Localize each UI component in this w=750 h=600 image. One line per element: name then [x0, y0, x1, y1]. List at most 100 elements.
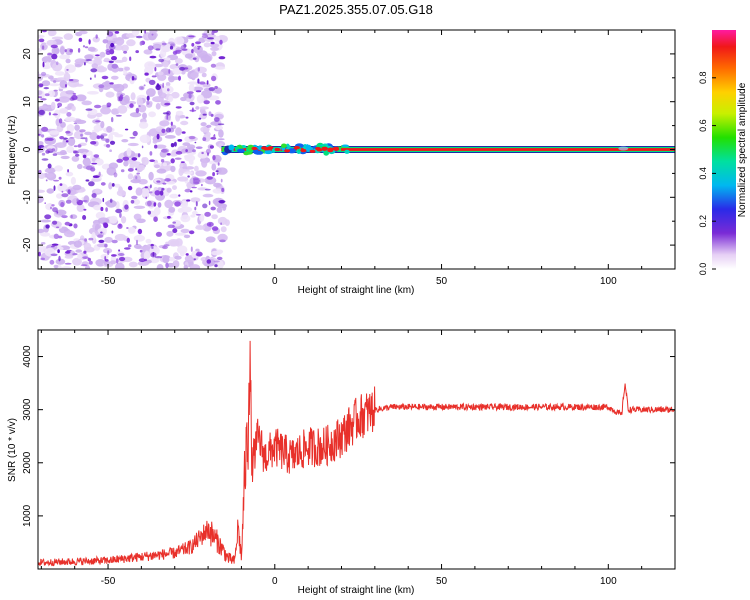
noise-blob	[114, 183, 121, 188]
noise-blob	[191, 186, 197, 189]
noise-blob	[49, 259, 55, 265]
noise-blob	[92, 36, 100, 43]
noise-blob	[76, 198, 79, 202]
noise-blob	[100, 254, 109, 260]
noise-blob	[204, 211, 211, 217]
noise-blob	[73, 240, 83, 248]
noise-blob	[183, 154, 193, 159]
spectrogram-y-tick-label: -10	[22, 190, 33, 205]
noise-blob	[72, 257, 82, 266]
noise-blob	[198, 37, 206, 43]
noise-blob	[73, 151, 79, 154]
noise-blob	[167, 215, 171, 219]
noise-blob	[102, 197, 105, 203]
noise-blob	[185, 149, 188, 153]
noise-blob	[60, 121, 66, 128]
noise-blob	[55, 226, 60, 229]
noise-blob	[51, 62, 63, 72]
signal-blob	[244, 151, 253, 155]
noise-blob	[156, 264, 164, 269]
noise-blob	[211, 163, 217, 171]
noise-blob	[53, 80, 57, 84]
noise-blob	[208, 200, 211, 206]
noise-blob	[216, 172, 219, 175]
noise-blob	[100, 206, 104, 212]
noise-blob	[57, 249, 60, 254]
signal-peak	[316, 148, 323, 152]
noise-blob	[119, 94, 124, 100]
signal-blob	[228, 144, 235, 151]
noise-blob	[114, 59, 124, 63]
noise-blob	[198, 81, 206, 85]
noise-blob	[202, 260, 207, 265]
noise-blob	[59, 150, 67, 155]
noise-blob	[105, 207, 108, 212]
noise-blob	[157, 73, 167, 81]
noise-blob	[98, 239, 105, 243]
noise-blob	[65, 171, 74, 177]
noise-blob	[202, 113, 207, 116]
noise-blob	[195, 170, 207, 177]
noise-blob	[67, 169, 69, 173]
noise-blob	[139, 249, 143, 253]
spectrogram-y-axis: -20 -10 0 10 20	[22, 29, 675, 270]
noise-blob	[103, 57, 110, 62]
noise-blob	[42, 30, 48, 33]
noise-blob	[119, 212, 122, 218]
noise-blob	[212, 172, 216, 177]
noise-blob	[100, 133, 108, 137]
noise-blob	[64, 116, 77, 122]
noise-blob	[214, 35, 221, 42]
noise-blob	[71, 155, 80, 162]
noise-blob	[115, 208, 123, 214]
noise-blob	[166, 181, 176, 185]
noise-blob	[180, 96, 187, 102]
noise-blob	[167, 88, 170, 92]
noise-blob	[56, 211, 59, 214]
noise-blob	[88, 39, 91, 45]
noise-blob	[202, 137, 207, 142]
noise-blob	[40, 98, 47, 101]
spectrogram-y-label: Frequency (Hz)	[7, 116, 18, 185]
noise-blob	[192, 149, 196, 153]
noise-blob	[77, 144, 82, 148]
noise-blob	[195, 90, 202, 93]
noise-blob	[121, 216, 127, 224]
noise-blob	[123, 50, 128, 54]
noise-blob	[144, 258, 147, 262]
noise-blob	[57, 106, 60, 108]
noise-blob	[81, 200, 88, 202]
noise-blob	[205, 236, 216, 243]
noise-blob	[67, 137, 76, 147]
noise-blob	[165, 262, 169, 269]
noise-blob	[82, 154, 87, 159]
noise-blob	[132, 130, 138, 137]
noise-blob	[83, 195, 90, 204]
noise-blob	[141, 145, 144, 149]
noise-blob	[72, 93, 77, 95]
spectrogram-signal-line	[221, 142, 675, 156]
noise-blob	[192, 57, 197, 60]
signal-blob	[618, 146, 629, 151]
noise-blob	[211, 214, 218, 220]
noise-blob	[154, 144, 158, 149]
noise-blob	[194, 165, 199, 172]
noise-blob	[175, 63, 179, 66]
noise-blob	[210, 206, 216, 211]
noise-blob	[157, 71, 164, 76]
noise-blob	[204, 188, 211, 191]
noise-blob	[64, 262, 72, 265]
noise-blob	[217, 260, 224, 269]
signal-blob	[307, 144, 312, 151]
noise-blob	[197, 45, 201, 48]
snr-y-tick-label: 4000	[22, 345, 33, 368]
noise-blob	[98, 171, 101, 177]
noise-blob	[47, 163, 52, 169]
noise-blob	[117, 67, 125, 72]
noise-blob	[197, 78, 200, 84]
noise-blob	[58, 255, 61, 262]
noise-blob	[149, 30, 158, 34]
noise-blob	[135, 176, 138, 180]
noise-blob	[105, 51, 111, 55]
colorbar-tick-label: 0.4	[698, 167, 708, 180]
